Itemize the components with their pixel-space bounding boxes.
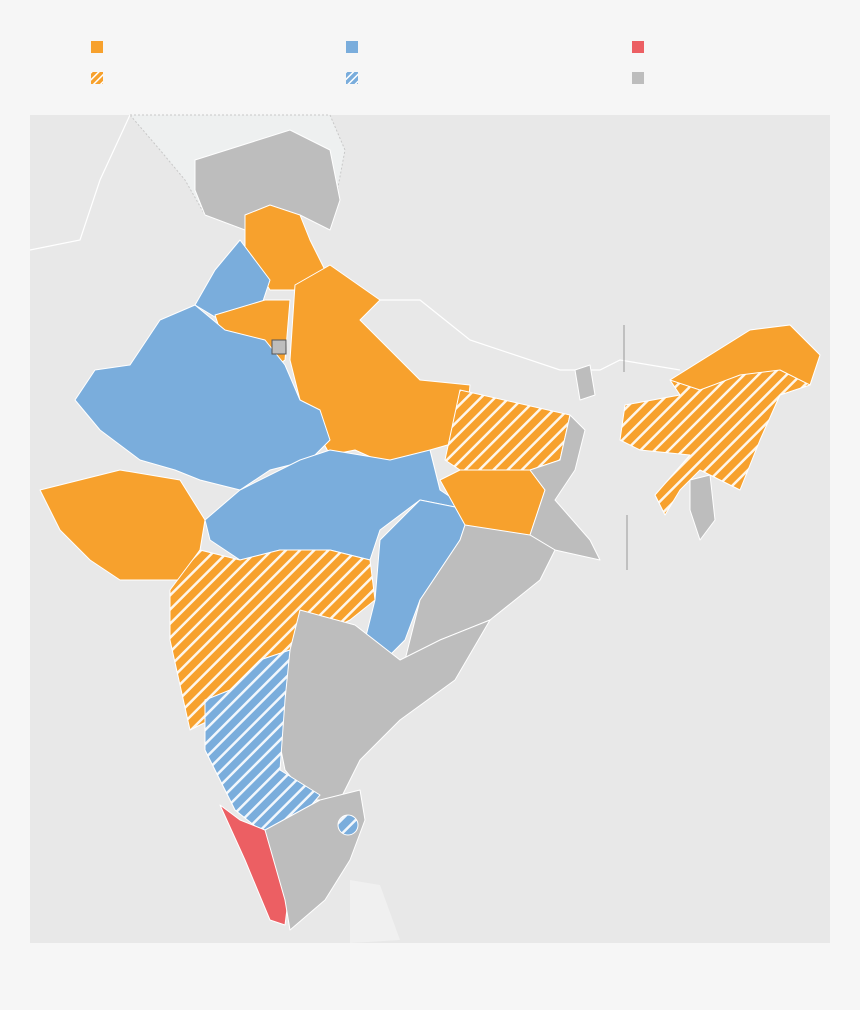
- country-border: [370, 299, 681, 371]
- state: [271, 339, 287, 355]
- states: [39, 129, 821, 931]
- legend: [91, 41, 644, 84]
- legend-swatch: [91, 72, 103, 84]
- state: [689, 474, 716, 541]
- state: [529, 414, 601, 561]
- legend-swatch: [346, 72, 358, 84]
- sri-lanka: [350, 880, 400, 943]
- state: [574, 364, 596, 401]
- country-border: [29, 114, 131, 251]
- state: [337, 814, 359, 836]
- legend-swatch: [632, 72, 644, 84]
- legend-swatch: [632, 41, 644, 53]
- legend-swatch: [91, 41, 103, 53]
- state: [669, 324, 821, 391]
- state: [204, 649, 321, 831]
- legend-swatch: [346, 41, 358, 53]
